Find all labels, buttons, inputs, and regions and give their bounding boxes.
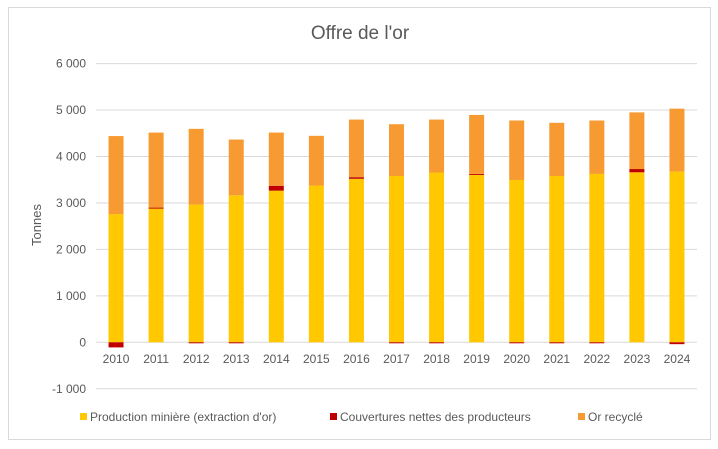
x-tick-label: 2012: [183, 352, 210, 366]
x-tick-label: 2010: [103, 352, 130, 366]
legend-swatch: [330, 413, 337, 420]
legend-label: Couvertures nettes des producteurs: [340, 410, 531, 424]
bar-2011-series-0: [148, 208, 164, 343]
x-tick-labels: 2010 2011 2012 2013 2014 2015 2016 2017 2018 2019…: [103, 352, 691, 366]
bar-2010-series-2: [108, 136, 124, 215]
bar-2017-series-1: [389, 342, 404, 344]
bar-2019-series-1: [469, 173, 485, 175]
bar-2012-series-1: [188, 342, 204, 344]
x-tick-label: 2015: [303, 352, 330, 366]
y-tick-label: 1 000: [56, 289, 86, 303]
bar-2021-series-2: [549, 122, 565, 177]
y-tick-label: -1 000: [52, 382, 86, 396]
y-tick-label: 0: [79, 335, 86, 349]
bar-2015-series-2: [308, 135, 324, 186]
bar-2024-series-1: [669, 342, 685, 345]
chart-frame: [8, 7, 711, 440]
x-tick-label: 2014: [263, 352, 290, 366]
x-tick-label: 2011: [143, 352, 169, 366]
bar-2023-series-0: [629, 172, 645, 343]
x-tick-label: 2018: [423, 352, 450, 366]
bar-2016-series-2: [348, 119, 364, 178]
x-tick-label: 2024: [664, 352, 691, 366]
legend-swatch: [80, 413, 87, 420]
bar-2021-series-1: [549, 342, 565, 344]
legend-swatch: [578, 413, 585, 420]
bars: [108, 108, 685, 348]
bar-2018-series-1: [429, 342, 445, 344]
bar-2022-series-0: [589, 173, 605, 343]
legend-label: Or recyclé: [588, 410, 643, 424]
x-tick-label: 2023: [624, 352, 651, 366]
bar-2024-series-0: [669, 171, 685, 343]
bar-2014-series-2: [268, 132, 284, 186]
bar-2021-series-0: [549, 176, 565, 343]
bar-2014-series-1: [268, 185, 284, 191]
x-tick-label: 2016: [343, 352, 370, 366]
y-tick-label: 2 000: [56, 242, 86, 256]
x-tick-label: 2021: [543, 352, 570, 366]
bar-2019-series-2: [469, 114, 485, 174]
bar-2017-series-0: [389, 176, 404, 343]
bar-2019-series-0: [469, 174, 485, 343]
bar-2014-series-0: [268, 190, 284, 343]
bar-2024-series-2: [669, 108, 685, 172]
bar-2020-series-2: [509, 120, 525, 180]
y-tick-labels: -1 000 0 1 000 2 000 3 000 4 000 5 000 6 000: [52, 57, 86, 396]
bar-2012-series-0: [188, 204, 204, 343]
x-tick-label: 2022: [583, 352, 610, 366]
legend: Production minière (extraction d'or) Couv…: [80, 410, 643, 424]
x-tick-label: 2013: [223, 352, 250, 366]
y-tick-label: 4 000: [56, 150, 86, 164]
bar-2022-series-2: [589, 120, 605, 174]
bar-2018-series-0: [429, 172, 445, 343]
bar-2017-series-2: [389, 124, 404, 177]
bar-2020-series-1: [509, 342, 525, 344]
chart-title: Offre de l'or: [311, 23, 410, 44]
x-tick-label: 2020: [503, 352, 530, 366]
bar-2018-series-2: [429, 119, 445, 173]
bar-2012-series-2: [188, 128, 204, 205]
bar-2010-series-1: [108, 342, 124, 348]
bar-2023-series-1: [629, 169, 645, 173]
bar-2011-series-2: [148, 132, 164, 208]
y-tick-label: 5 000: [56, 103, 86, 117]
x-tick-label: 2017: [383, 352, 410, 366]
bar-2011-series-1: [148, 207, 164, 209]
bar-2016-series-1: [348, 177, 364, 179]
x-tick-label: 2019: [463, 352, 490, 366]
bar-2023-series-2: [629, 112, 645, 170]
bar-2016-series-0: [348, 178, 364, 343]
y-tick-label: 3 000: [56, 196, 86, 210]
y-axis-label: Tonnes: [29, 204, 44, 246]
bar-2010-series-0: [108, 214, 124, 343]
bar-2013-series-2: [228, 139, 244, 196]
y-tick-label: 6 000: [56, 57, 86, 71]
legend-label: Production minière (extraction d'or): [90, 410, 276, 424]
bar-2022-series-1: [589, 342, 605, 344]
bar-2013-series-1: [228, 342, 244, 344]
bar-2013-series-0: [228, 195, 244, 343]
bar-2020-series-0: [509, 179, 525, 343]
bar-2015-series-0: [308, 185, 324, 343]
